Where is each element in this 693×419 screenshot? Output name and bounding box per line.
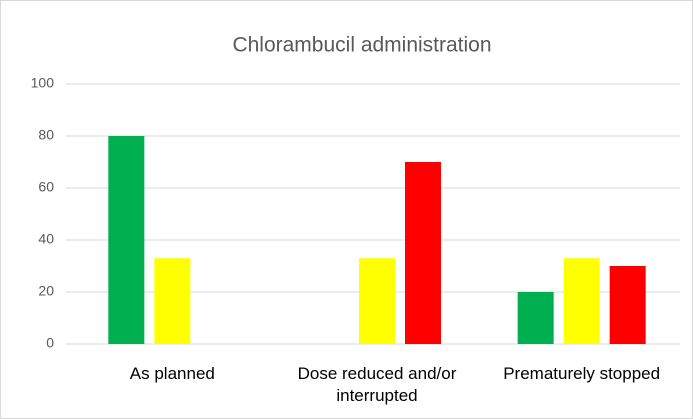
x-tick-label: As planned (129, 364, 215, 383)
y-tick-label: 20 (38, 283, 54, 299)
bar (108, 136, 145, 344)
x-tick-label: Prematurely stopped (503, 364, 661, 383)
y-tick-label: 60 (38, 179, 54, 195)
y-tick-label: 0 (46, 335, 54, 351)
bar (517, 292, 554, 344)
y-tick-label: 80 (38, 127, 54, 143)
y-tick-label: 40 (38, 231, 54, 247)
bar (359, 258, 395, 344)
bar (154, 258, 191, 344)
bar (563, 258, 600, 344)
bar (609, 266, 646, 344)
x-tick-label: Dose reduced and/or interrupted (297, 364, 457, 405)
y-tick-label: 100 (31, 75, 55, 91)
bar (405, 162, 441, 344)
chart-title: Chlorambucil administration (232, 34, 491, 57)
